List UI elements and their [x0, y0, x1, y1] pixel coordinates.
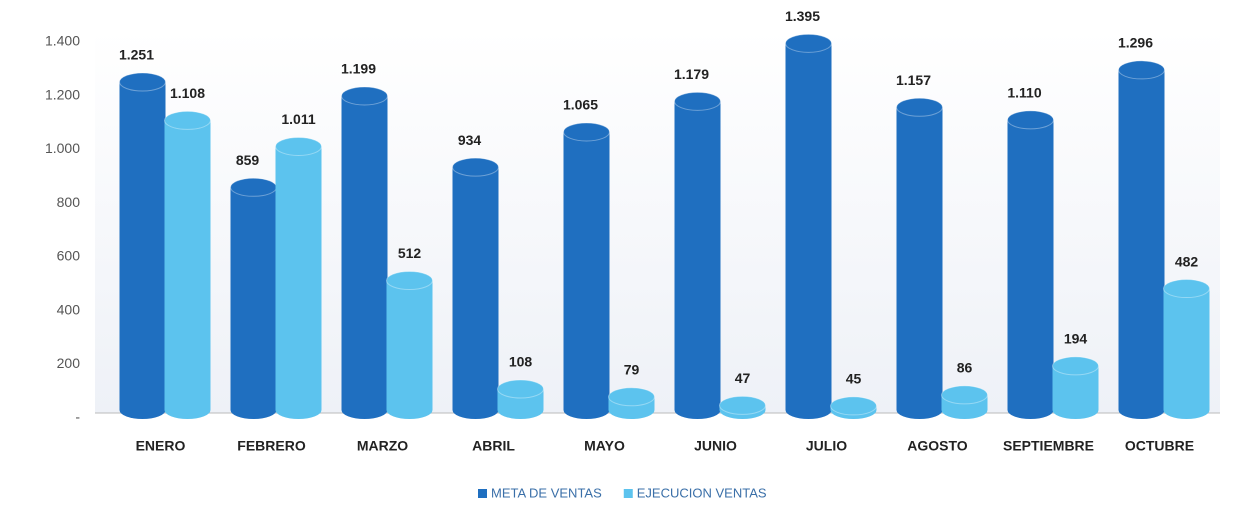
cylinder-top [563, 122, 610, 142]
x-tick-label: SEPTIEMBRE [1003, 438, 1094, 454]
y-tick-label: 1.200 [45, 86, 80, 102]
cylinder-body [119, 82, 166, 410]
cylinder-top [674, 91, 721, 111]
cylinder-body [674, 101, 721, 411]
cylinder-top [1007, 110, 1054, 130]
data-label: 1.065 [563, 97, 598, 113]
cylinder-body [452, 167, 499, 410]
cylinder-body [1007, 119, 1054, 410]
cylinder-body [275, 146, 322, 410]
cylinder-body [164, 120, 211, 411]
cylinder-bar [830, 396, 877, 419]
cylinder-top [497, 379, 544, 399]
cylinder-bar [341, 86, 388, 419]
y-tick-label: 200 [57, 355, 81, 371]
cylinder-top [1163, 279, 1210, 299]
cylinder-bar [785, 33, 832, 419]
x-tick-label: ABRIL [472, 438, 515, 454]
x-tick-label: MARZO [357, 438, 408, 454]
cylinder-top [1118, 60, 1165, 80]
legend-swatch [623, 489, 633, 498]
cylinder-bar [608, 387, 655, 419]
data-label: 1.108 [170, 85, 205, 101]
data-label: 1.251 [119, 47, 154, 63]
legend-label: META DE VENTAS [491, 485, 602, 500]
cylinder-top [275, 136, 322, 156]
data-label: 1.011 [281, 111, 315, 127]
cylinder-bar [719, 395, 766, 419]
cylinder-top [785, 33, 832, 53]
data-label: 47 [735, 370, 751, 386]
x-tick-label: OCTUBRE [1125, 438, 1194, 454]
cylinder-bar [1007, 110, 1054, 419]
x-tick-label: ENERO [136, 438, 186, 454]
data-label: 1.395 [785, 8, 820, 24]
x-tick-label: JUNIO [694, 438, 737, 454]
data-label: 1.157 [896, 72, 931, 88]
cylinder-bar [275, 136, 322, 419]
data-label: 1.296 [1118, 35, 1153, 51]
data-label: 1.110 [1007, 85, 1041, 101]
cylinder-top [164, 110, 211, 130]
data-label: 1.199 [341, 61, 376, 77]
data-label: 194 [1064, 331, 1088, 347]
cylinder-bar [386, 270, 433, 419]
cylinder-bar [563, 122, 610, 419]
cylinder-bar [119, 72, 166, 419]
cylinder-body [1163, 288, 1210, 410]
cylinder-body [785, 43, 832, 410]
y-tick-label: 1.400 [45, 33, 80, 49]
cylinder-top [719, 395, 766, 415]
cylinder-bar [1163, 279, 1210, 419]
data-label: 482 [1175, 253, 1199, 269]
y-tick-label: 1.000 [45, 140, 80, 156]
cylinder-bar [896, 97, 943, 419]
legend-swatch [478, 489, 487, 498]
data-label: 1.179 [674, 66, 709, 82]
y-tick-label: - [75, 409, 80, 425]
data-label: 108 [509, 354, 533, 370]
data-label: 934 [458, 132, 482, 148]
data-label: 86 [957, 360, 973, 376]
cylinder-top [341, 86, 388, 106]
y-tick-label: 800 [57, 194, 81, 210]
data-label: 512 [398, 245, 422, 261]
legend: META DE VENTAS EJECUCION VENTAS [478, 485, 767, 500]
cylinder-top [608, 387, 655, 407]
cylinder-top [896, 97, 943, 117]
cylinder-top [1052, 356, 1099, 376]
cylinder-body [230, 187, 277, 410]
cylinder-bar [497, 379, 544, 419]
y-tick-label: 600 [57, 248, 81, 264]
data-label: 859 [236, 152, 260, 168]
cylinder-top [119, 72, 166, 92]
cylinder-bar [941, 385, 988, 419]
cylinder-bar [164, 110, 211, 419]
cylinder-body [386, 280, 433, 410]
data-label: 45 [846, 371, 862, 387]
cylinder-body [1118, 69, 1165, 410]
cylinder-bar [1118, 60, 1165, 419]
x-tick-label: AGOSTO [907, 438, 968, 454]
y-tick-label: 400 [57, 301, 81, 317]
cylinder-body [341, 95, 388, 411]
cylinder-body [563, 131, 610, 410]
cylinder-bar [230, 177, 277, 419]
cylinder-bar [452, 157, 499, 419]
data-label: 79 [624, 361, 640, 377]
cylinder-bar [1052, 356, 1099, 419]
cylinder-top [830, 396, 877, 416]
cylinder-top [386, 270, 433, 290]
cylinder-top [452, 157, 499, 177]
cylinder-top [230, 177, 277, 197]
cylinder-top [941, 385, 988, 405]
legend-label: EJECUCION VENTAS [637, 485, 767, 500]
x-tick-label: MAYO [584, 438, 625, 454]
cylinder-body [896, 107, 943, 411]
x-tick-label: FEBRERO [237, 438, 306, 454]
cylinder-bar [674, 91, 721, 419]
x-tick-label: JULIO [806, 438, 847, 454]
